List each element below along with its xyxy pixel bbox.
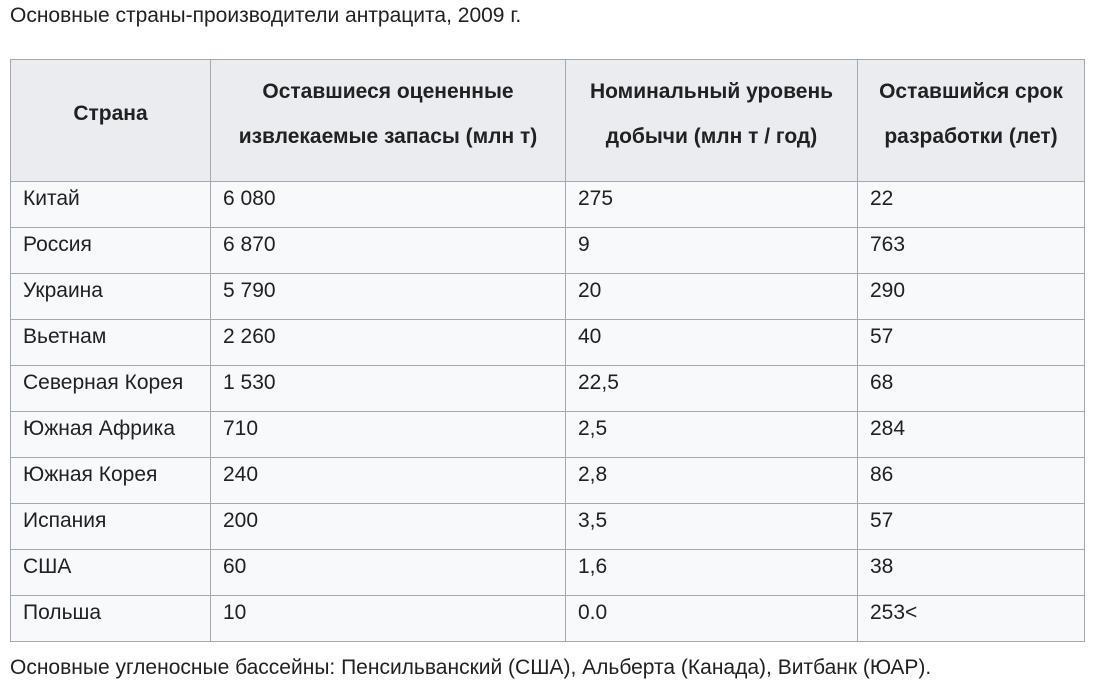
cell-reserves: 5 790 [210,273,566,320]
cell-lifetime: 57 [857,503,1085,550]
cell-production: 275 [565,181,858,228]
table-row: Южная Корея 240 2,8 86 [10,457,1085,504]
cell-reserves: 710 [210,411,566,458]
table-row: Россия 6 870 9 763 [10,227,1085,274]
cell-lifetime: 57 [857,319,1085,366]
cell-production: 40 [565,319,858,366]
cell-lifetime: 253< [857,595,1085,642]
page-title: Основные страны-производители антрацита,… [10,4,522,27]
cell-country: Украина [10,273,211,320]
cell-country: Вьетнам [10,319,211,366]
table-row: Польша 10 0.0 253< [10,595,1085,642]
col-header-production: Номинальный уровень добычи (млн т / год) [565,59,858,182]
cell-reserves: 240 [210,457,566,504]
header-line: Оставшиеся оцененные [262,79,514,103]
cell-country: Китай [10,181,211,228]
cell-production: 2,8 [565,457,858,504]
cell-production: 20 [565,273,858,320]
header-line: Оставшийся срок [879,79,1063,103]
table-row: Испания 200 3,5 57 [10,503,1085,550]
cell-reserves: 6 870 [210,227,566,274]
col-header-reserves: Оставшиеся оцененные извлекаемые запасы … [210,59,566,182]
cell-lifetime: 290 [857,273,1085,320]
table-row: Северная Корея 1 530 22,5 68 [10,365,1085,412]
header-line: Страна [73,102,148,125]
cell-lifetime: 284 [857,411,1085,458]
page-note: Основные угленосные бассейны: Пенсильван… [10,656,932,679]
cell-country: Южная Корея [10,457,211,504]
cell-reserves: 2 260 [210,319,566,366]
cell-reserves: 200 [210,503,566,550]
cell-country: Польша [10,595,211,642]
cell-production: 1,6 [565,549,858,596]
header-line: разработки (лет) [884,124,1058,148]
cell-reserves: 6 080 [210,181,566,228]
cell-lifetime: 763 [857,227,1085,274]
cell-lifetime: 68 [857,365,1085,412]
cell-country: Южная Африка [10,411,211,458]
table-header-row: Страна Оставшиеся оцененные извлекаемые … [10,59,1085,182]
cell-country: Северная Корея [10,365,211,412]
col-header-lifetime: Оставшийся срок разработки (лет) [857,59,1085,182]
cell-country: Испания [10,503,211,550]
cell-production: 22,5 [565,365,858,412]
cell-lifetime: 22 [857,181,1085,228]
table-row: Южная Африка 710 2,5 284 [10,411,1085,458]
cell-production: 0.0 [565,595,858,642]
cell-lifetime: 86 [857,457,1085,504]
cell-production: 2,5 [565,411,858,458]
header-line: извлекаемые запасы (млн т) [238,124,538,148]
cell-country: США [10,549,211,596]
cell-reserves: 60 [210,549,566,596]
anthracite-producers-table: Страна Оставшиеся оцененные извлекаемые … [10,59,1085,642]
cell-production: 9 [565,227,858,274]
col-header-country: Страна [10,59,211,182]
header-line: Номинальный уровень [589,79,834,103]
table-row: США 60 1,6 38 [10,549,1085,596]
cell-country: Россия [10,227,211,274]
cell-production: 3,5 [565,503,858,550]
table-row: Китай 6 080 275 22 [10,181,1085,228]
header-line: добычи (млн т / год) [605,124,818,148]
cell-lifetime: 38 [857,549,1085,596]
table-row: Украина 5 790 20 290 [10,273,1085,320]
cell-reserves: 1 530 [210,365,566,412]
table-row: Вьетнам 2 260 40 57 [10,319,1085,366]
cell-reserves: 10 [210,595,566,642]
